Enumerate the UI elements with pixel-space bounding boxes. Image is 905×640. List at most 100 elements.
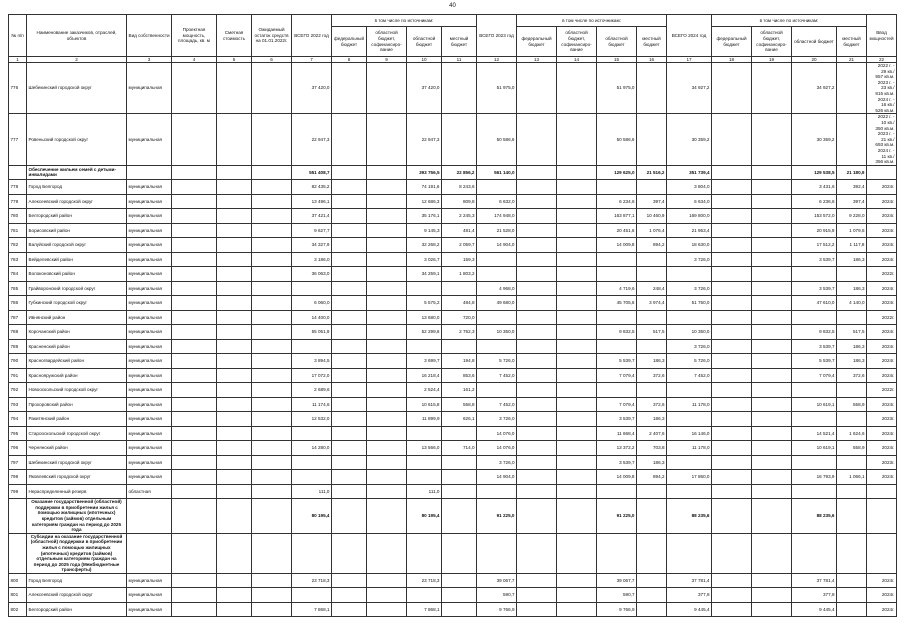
table-cell: муниципальная xyxy=(126,222,172,239)
table-cell xyxy=(366,266,407,282)
table-cell: 782 xyxy=(8,237,27,253)
table-cell xyxy=(516,309,557,326)
table-cell: 2024г. xyxy=(866,237,897,253)
table-cell: 789 xyxy=(8,338,27,355)
table-cell xyxy=(836,454,867,471)
table-cell xyxy=(866,164,897,181)
table-cell: 2024г. xyxy=(866,324,897,340)
table-cell: 52 299,6 xyxy=(406,324,442,340)
table-cell xyxy=(556,367,597,384)
table-row: 799 Нераспределенный резерв областная 111,0… xyxy=(8,483,897,500)
table-cell xyxy=(516,237,557,253)
table-cell xyxy=(331,396,367,413)
table-cell xyxy=(836,113,867,166)
table-cell: 21 528,0 xyxy=(476,222,517,239)
table-cell: Нераспределенный резерв xyxy=(26,483,127,500)
table-cell xyxy=(331,113,367,166)
table-cell: 802 xyxy=(8,601,27,618)
table-cell xyxy=(751,179,792,195)
table-cell xyxy=(331,193,367,210)
table-cell xyxy=(791,454,837,471)
table-cell xyxy=(216,280,252,297)
table-cell xyxy=(476,179,517,195)
table-cell: 779 xyxy=(8,193,27,210)
table-cell xyxy=(251,396,292,413)
table-cell xyxy=(516,266,557,282)
table-cell xyxy=(516,572,557,589)
table-cell: 14 076,0 xyxy=(476,440,517,456)
budget-table: № п/п Наименование заказчиков, отраслей, … xyxy=(8,14,897,618)
table-cell xyxy=(216,179,252,195)
table-cell: 3 539,7 xyxy=(791,338,837,355)
table-cell xyxy=(711,367,752,384)
table-cell: Валуйский городской округ xyxy=(26,237,127,253)
table-cell xyxy=(556,572,597,589)
table-cell: 18 630,0 xyxy=(666,237,712,253)
table-cell: 16 218,4 xyxy=(406,367,442,384)
table-cell: 16 793,9 xyxy=(791,469,837,485)
table-cell: 129 625,0 xyxy=(596,164,637,181)
table-cell: Губкинский городской округ xyxy=(26,295,127,311)
table-cell: муниципальная xyxy=(126,382,172,398)
table-cell: 7 079,4 xyxy=(791,367,837,384)
table-cell: 2024г. xyxy=(866,193,897,210)
table-cell: муниципальная xyxy=(126,572,172,589)
table-cell xyxy=(366,382,407,398)
table-cell xyxy=(216,411,252,427)
table-cell: 1 117,8 xyxy=(836,237,867,253)
table-cell xyxy=(171,572,217,589)
table-cell: 16 146,0 xyxy=(666,425,712,442)
table-cell: 10 350,0 xyxy=(476,324,517,340)
table-cell xyxy=(251,251,292,268)
table-cell xyxy=(476,309,517,326)
table-cell: муниципальная xyxy=(126,61,172,115)
table-cell xyxy=(866,483,897,500)
table-cell: 551 408,7 xyxy=(291,164,332,181)
table-cell xyxy=(711,469,752,485)
table-cell: 7 452,0 xyxy=(476,367,517,384)
table-cell: муниципальная xyxy=(126,411,172,427)
table-cell: 2024г. xyxy=(866,572,897,589)
table-cell xyxy=(441,454,477,471)
table-cell: Борисовский район xyxy=(26,222,127,239)
table-cell xyxy=(711,280,752,297)
table-cell xyxy=(636,382,667,398)
column-header: федеральный бюджет xyxy=(331,26,367,57)
table-cell xyxy=(126,498,172,534)
column-header: федеральный бюджет xyxy=(711,26,752,57)
table-cell xyxy=(441,469,477,485)
table-cell: 6 060,0 xyxy=(291,295,332,311)
table-cell xyxy=(556,266,597,282)
table-cell: 786 xyxy=(8,295,27,311)
table-cell xyxy=(171,193,217,210)
table-cell: 3 699,7 xyxy=(406,353,442,369)
table-cell xyxy=(366,454,407,471)
table-cell xyxy=(251,532,292,574)
table-row: 800 Город Белгород муниципальная 23 718,3 23… xyxy=(8,572,897,589)
table-cell: 13 496,1 xyxy=(291,193,332,210)
table-cell: 2 059,7 xyxy=(441,237,477,253)
table-cell: 74 191,6 xyxy=(406,179,442,195)
table-cell xyxy=(366,587,407,603)
table-cell xyxy=(366,179,407,195)
table-cell xyxy=(711,498,752,534)
table-row: 776 Шебекинский городской округ муниципаль… xyxy=(8,61,897,115)
table-cell: 186,3 xyxy=(836,251,867,268)
table-cell: 1 066,1 xyxy=(836,469,867,485)
table-cell: 2 689,6 xyxy=(291,382,332,398)
table-cell xyxy=(216,396,252,413)
table-cell xyxy=(836,601,867,618)
table-cell: 13 680,0 xyxy=(406,309,442,326)
table-cell: 6 236,6 xyxy=(791,193,837,210)
table-cell: 22 947,3 xyxy=(291,113,332,166)
table-cell xyxy=(216,164,252,181)
column-header: местный бюджет xyxy=(636,26,667,57)
table-cell: 3 726,0 xyxy=(666,280,712,297)
table-cell xyxy=(711,179,752,195)
table-cell: 51 750,0 xyxy=(666,295,712,311)
table-cell: 159,3 xyxy=(441,251,477,268)
table-cell: 2024г. xyxy=(866,367,897,384)
table-cell: 10 615,8 xyxy=(406,396,442,413)
table-cell xyxy=(711,309,752,326)
table-cell xyxy=(751,532,792,574)
